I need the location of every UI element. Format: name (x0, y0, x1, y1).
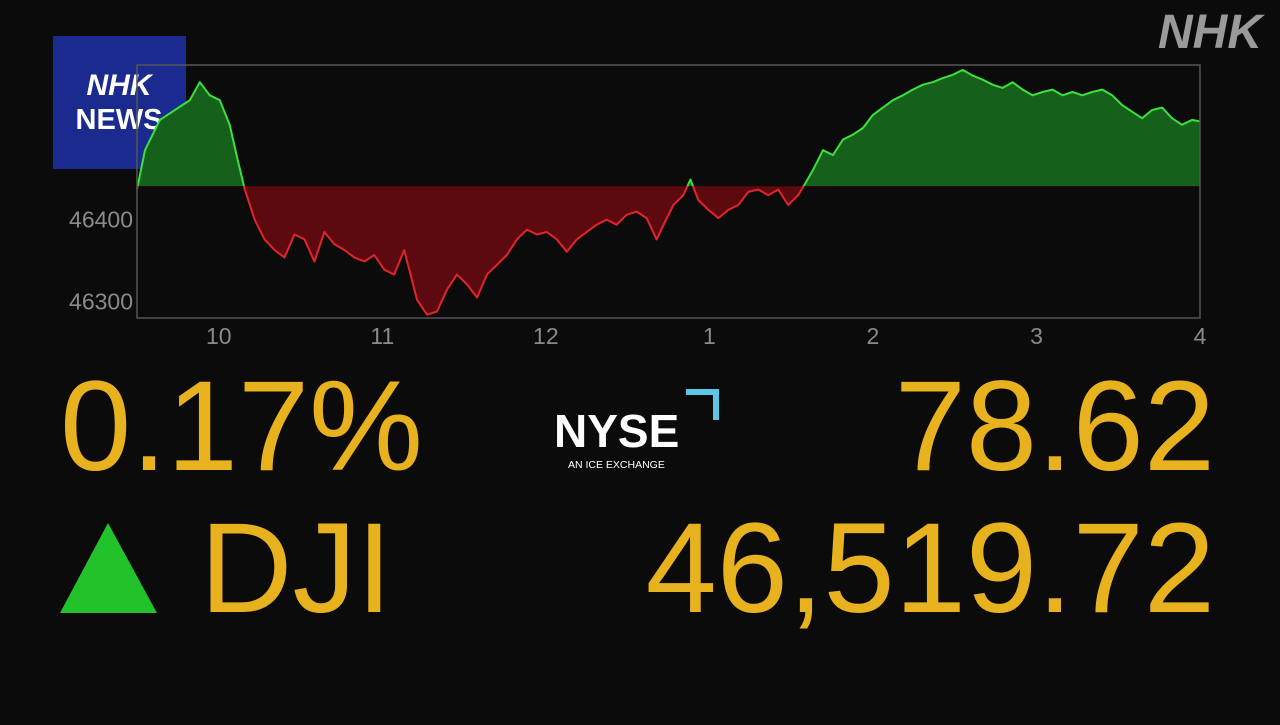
change-percent: 0.17% (60, 355, 423, 498)
x-tick-label: 1 (703, 323, 716, 349)
x-tick-label: 4 (1194, 323, 1207, 349)
exchange-tagline: AN ICE EXCHANGE (568, 459, 665, 471)
x-tick-label: 10 (206, 323, 232, 349)
x-tick-label: 12 (533, 323, 559, 349)
y-tick-label: 46300 (69, 289, 133, 315)
exchange-name: NYSE (554, 405, 679, 457)
price: 46,519.72 (646, 497, 1215, 640)
x-tick-label: 2 (867, 323, 880, 349)
watermark: NHK (1158, 6, 1265, 59)
y-tick-label: 46400 (69, 207, 133, 233)
price-line (136, 68, 1201, 316)
exchange-bracket (686, 389, 719, 420)
x-tick-label: 3 (1030, 323, 1043, 349)
up-indicator (60, 523, 157, 613)
plot-frame (136, 64, 1201, 319)
logo-top: NHK (87, 69, 154, 102)
change-value: 78.62 (895, 355, 1215, 498)
logo-bottom: NEWS (76, 104, 163, 136)
symbol: DJI (200, 497, 392, 640)
x-tick-label: 11 (370, 323, 394, 349)
